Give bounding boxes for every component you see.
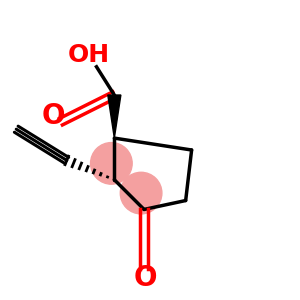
Circle shape bbox=[91, 142, 132, 184]
Text: OH: OH bbox=[68, 43, 110, 67]
Polygon shape bbox=[108, 95, 121, 138]
Text: O: O bbox=[42, 102, 65, 130]
Circle shape bbox=[120, 172, 162, 214]
Text: O: O bbox=[134, 264, 157, 292]
